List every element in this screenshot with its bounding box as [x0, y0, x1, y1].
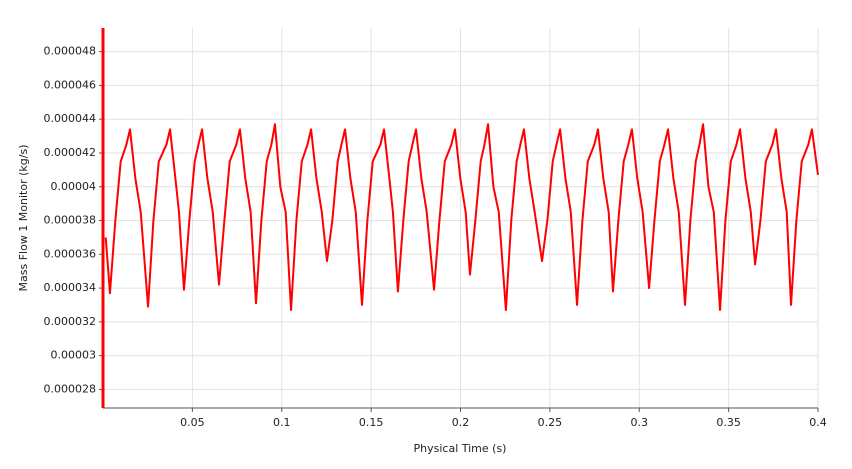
x-tick-label: 0.3 [631, 416, 649, 429]
line-series [104, 123, 819, 312]
y-tick-label: 0.000032 [44, 315, 97, 328]
y-tick-label: 0.000042 [44, 146, 97, 159]
x-tick-label: 0.05 [180, 416, 205, 429]
x-tick-label: 0.4 [809, 416, 827, 429]
y-tick-label: 0.000046 [44, 78, 97, 91]
y-tick-label: 0.00003 [51, 349, 97, 362]
x-tick-label: 0.2 [452, 416, 470, 429]
y-tick-label: 0.000036 [44, 247, 97, 260]
y-tick-label: 0.000044 [44, 112, 97, 125]
x-axis-label: Physical Time (s) [414, 442, 507, 455]
x-tick-label: 0.35 [716, 416, 741, 429]
x-tick-label: 0.25 [538, 416, 563, 429]
x-tick-label: 0.1 [273, 416, 291, 429]
y-tick-label: 0.000034 [44, 281, 97, 294]
y-axis-label: Mass Flow 1 Monitor (kg/s) [17, 145, 30, 292]
y-tick-label: 0.00004 [51, 180, 97, 193]
y-tick-label: 0.000048 [44, 45, 97, 58]
y-tick-label: 0.000028 [44, 382, 97, 395]
x-tick-label: 0.15 [359, 416, 384, 429]
y-tick-label: 0.000038 [44, 214, 97, 227]
